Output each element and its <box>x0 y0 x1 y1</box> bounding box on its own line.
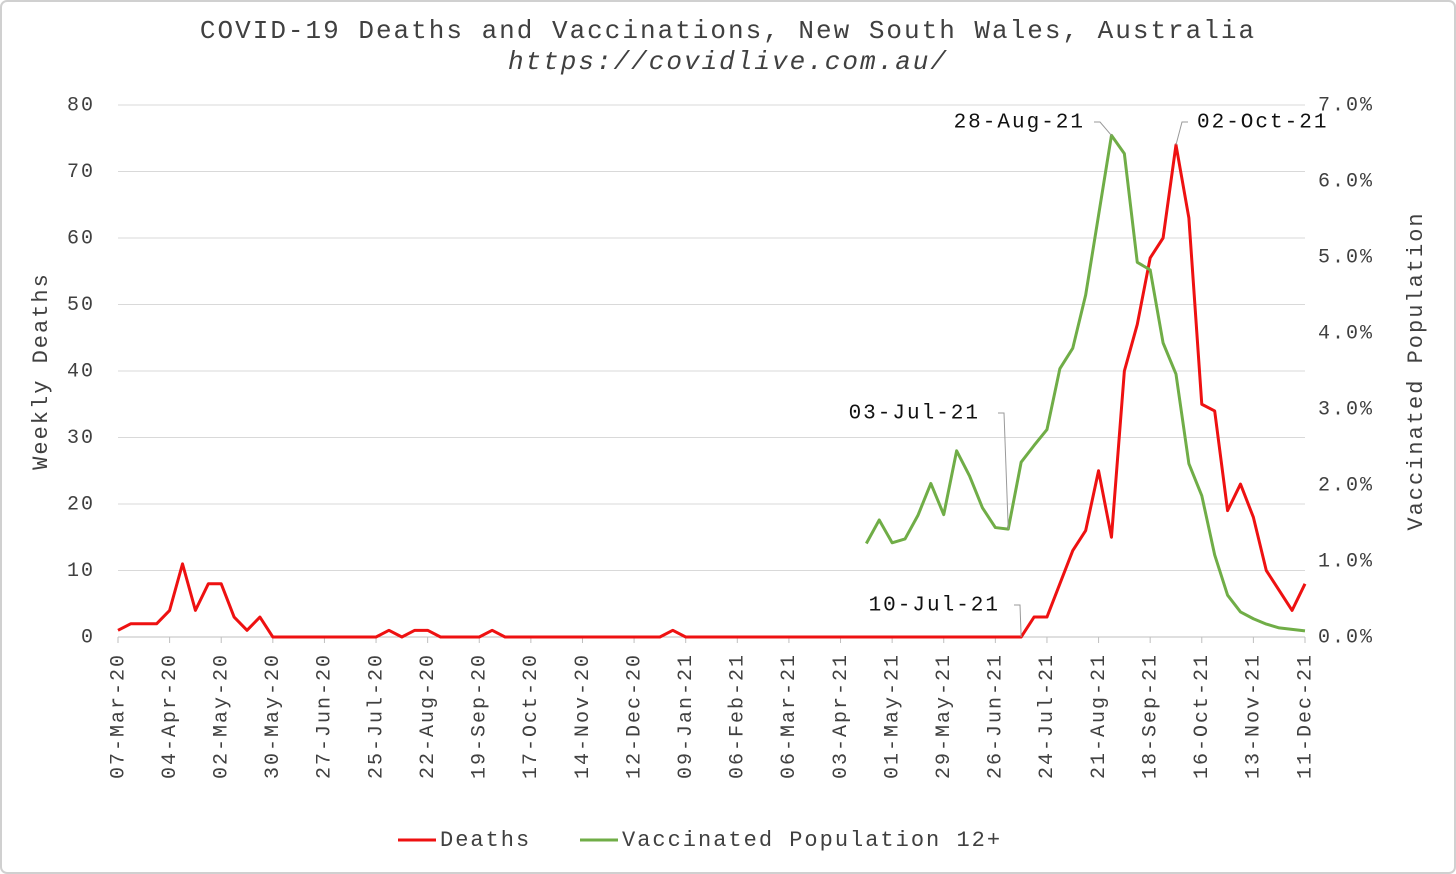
x-tick-label: 19-Sep-20 <box>469 653 492 779</box>
x-tick-label: 06-Mar-21 <box>778 653 801 779</box>
x-tick-label: 16-Oct-21 <box>1191 653 1214 779</box>
y-tick-label: 60 <box>67 227 95 250</box>
y2-tick-label: 1.0% <box>1318 550 1374 573</box>
x-tick-label: 09-Jan-21 <box>675 653 698 779</box>
x-tick-label: 07-Mar-20 <box>107 653 130 779</box>
x-tick-label: 01-May-21 <box>881 653 904 779</box>
annotation-leader <box>1094 121 1112 136</box>
x-tick-label: 17-Oct-20 <box>520 653 543 779</box>
y-tick-label: 80 <box>67 94 95 117</box>
y2-tick-label: 6.0% <box>1318 170 1374 193</box>
x-tick-label: 02-May-20 <box>210 653 233 779</box>
x-tick-label: 21-Aug-21 <box>1088 653 1111 779</box>
y2-axis-label: Vaccinated Population <box>1404 211 1429 530</box>
annotation: 03-Jul-21 <box>849 403 980 426</box>
annotation: 10-Jul-21 <box>869 595 1000 618</box>
annotation-leader <box>1014 604 1022 638</box>
x-tick-label: 13-Nov-21 <box>1243 653 1266 779</box>
y2-tick-label: 3.0% <box>1318 398 1374 421</box>
legend-label: Deaths <box>440 828 531 853</box>
x-tick-label: 11-Dec-21 <box>1294 653 1317 779</box>
y-tick-label: 20 <box>67 493 95 516</box>
y2-tick-label: 0.0% <box>1318 626 1374 649</box>
annotation-leader <box>998 412 1009 530</box>
x-tick-label: 25-Jul-20 <box>365 653 388 779</box>
y-tick-label: 40 <box>67 360 95 383</box>
y-tick-label: 70 <box>67 161 95 184</box>
x-tick-label: 26-Jun-21 <box>985 653 1008 779</box>
y2-tick-label: 2.0% <box>1318 474 1374 497</box>
y2-tick-label: 4.0% <box>1318 322 1374 345</box>
y-axis-label: Weekly Deaths <box>29 272 54 470</box>
series-line <box>865 133 1306 633</box>
annotation-leader <box>1175 121 1188 146</box>
x-tick-label: 04-Apr-20 <box>159 653 182 779</box>
x-tick-label: 30-May-20 <box>262 653 285 779</box>
legend-label: Vaccinated Population 12+ <box>622 828 1002 853</box>
chart-title: COVID-19 Deaths and Vaccinations, New So… <box>200 16 1256 46</box>
x-tick-label: 06-Feb-21 <box>727 653 750 779</box>
x-tick-label: 22-Aug-20 <box>417 653 440 779</box>
y-tick-label: 0 <box>81 626 95 649</box>
y2-tick-label: 7.0% <box>1318 94 1374 117</box>
x-tick-label: 14-Nov-20 <box>572 653 595 779</box>
y-tick-label: 30 <box>67 427 95 450</box>
x-tick-label: 12-Dec-20 <box>623 653 646 779</box>
x-tick-label: 18-Sep-21 <box>1139 653 1162 779</box>
x-tick-label: 29-May-21 <box>933 653 956 779</box>
x-tick-label: 24-Jul-21 <box>1036 653 1059 779</box>
chart-subtitle: https://covidlive.com.au/ <box>508 47 948 77</box>
x-tick-label: 27-Jun-20 <box>314 653 337 779</box>
y-tick-label: 10 <box>67 560 95 583</box>
y-tick-label: 50 <box>67 294 95 317</box>
y2-tick-label: 5.0% <box>1318 246 1374 269</box>
x-tick-label: 03-Apr-21 <box>830 653 853 779</box>
series-line <box>117 143 1307 639</box>
annotation: 28-Aug-21 <box>954 112 1085 135</box>
annotation: 02-Oct-21 <box>1197 112 1328 135</box>
